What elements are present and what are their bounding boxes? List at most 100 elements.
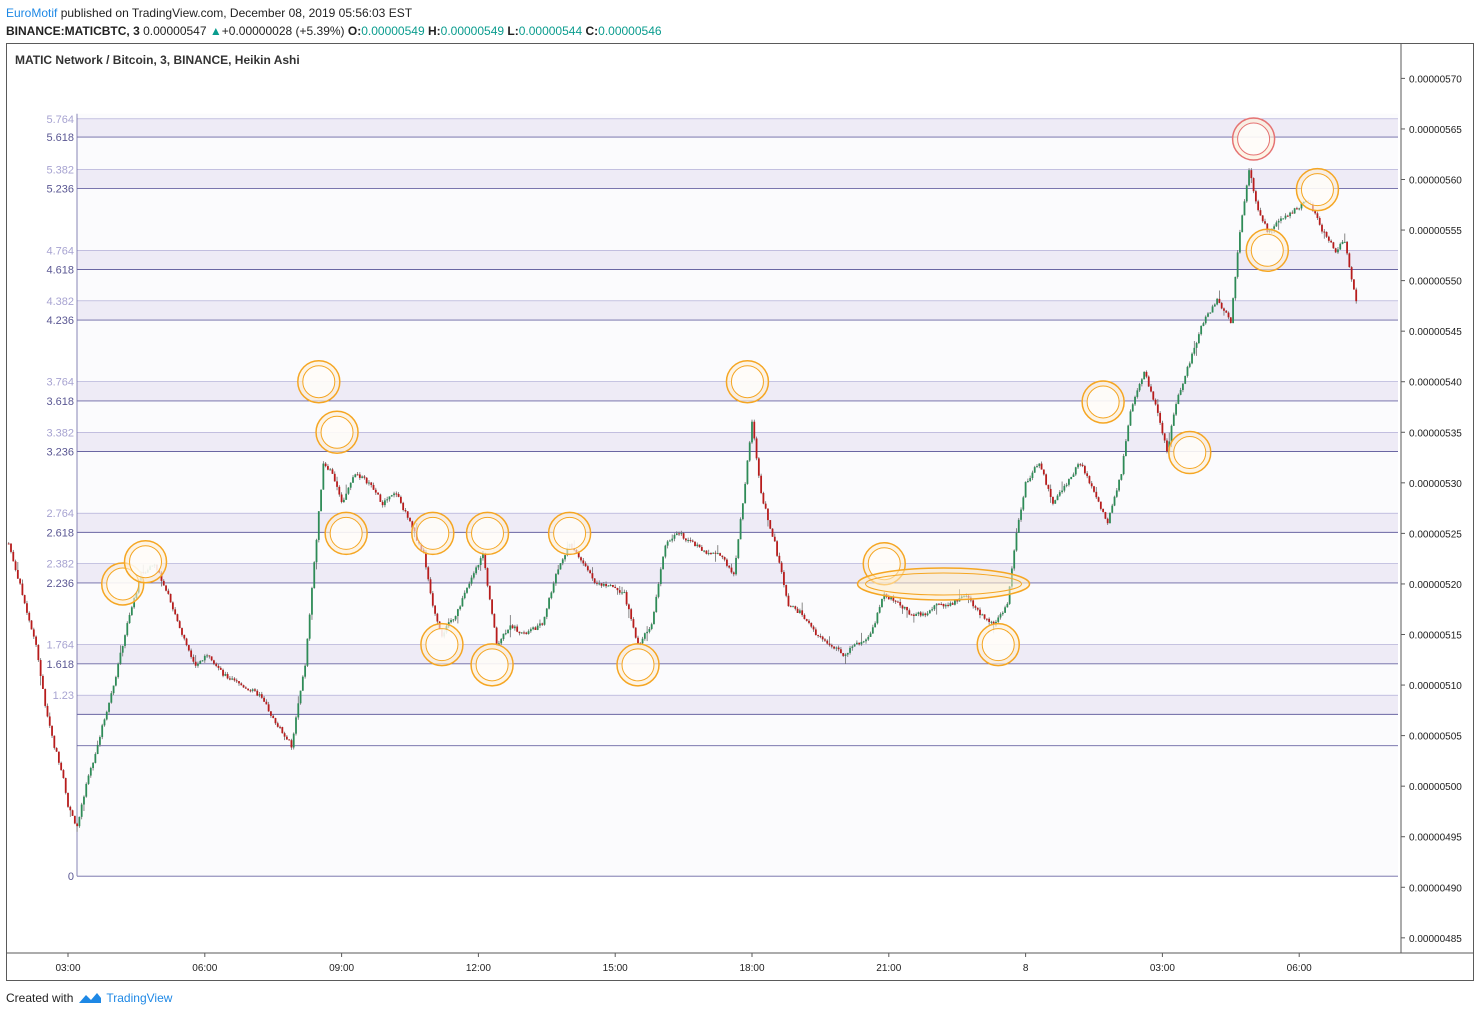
candle-body: [1234, 276, 1237, 299]
candle-body: [1115, 490, 1118, 497]
candle-body: [242, 685, 245, 688]
candle-body: [477, 564, 480, 568]
candle-body: [780, 562, 783, 573]
candle-body: [69, 806, 72, 811]
candle-body: [1013, 550, 1016, 569]
candle-body: [828, 643, 831, 646]
candle-body: [883, 593, 886, 599]
candle-body: [794, 606, 797, 609]
candle-body: [466, 587, 468, 593]
price-change: +0.00000028 (+5.39%): [221, 24, 345, 38]
candle-body: [224, 674, 227, 676]
price-chart[interactable]: 5.764 5.618 5.382 5.236 4.764 4.618 4.382 4.236…: [6, 43, 1474, 981]
candle-body: [555, 574, 557, 584]
candle-body: [1170, 425, 1173, 442]
candle-body: [101, 725, 104, 738]
candle-body: [789, 606, 792, 608]
candle-body: [529, 629, 532, 632]
chart-frame: [6, 43, 1474, 981]
candle-body: [1343, 241, 1346, 243]
candle-body: [634, 627, 637, 638]
candle-body: [525, 632, 528, 634]
candle-body: [1033, 467, 1036, 473]
candle-body: [299, 690, 302, 704]
candle-body: [283, 733, 286, 737]
candle-body: [215, 663, 218, 666]
candle-body: [707, 553, 710, 555]
candle-body: [1058, 492, 1061, 496]
candle-body: [484, 553, 487, 569]
candle-body: [493, 613, 496, 628]
tradingview-brand[interactable]: TradingView: [106, 991, 173, 1005]
candle-body: [317, 511, 320, 540]
candle-body: [1070, 476, 1073, 480]
candle-body: [327, 466, 329, 470]
candle-body: [1293, 208, 1296, 214]
candle-body: [365, 477, 368, 484]
candle-body: [545, 608, 548, 617]
candle-body: [452, 619, 455, 621]
candle-body: [798, 610, 801, 613]
candle-body: [726, 559, 728, 566]
candle-body: [1047, 484, 1050, 489]
price-tick-label: 0.00000550: [1409, 277, 1462, 288]
candle-body: [311, 588, 313, 615]
candle-body: [46, 705, 49, 717]
candle-body: [1088, 476, 1091, 484]
candle-body: [878, 607, 881, 613]
candle-body: [1020, 509, 1022, 520]
annotation-circle-inner: [302, 365, 336, 399]
candle-body: [1172, 414, 1175, 426]
price-tick-label: 0.00000510: [1409, 681, 1462, 692]
candle-body: [694, 541, 696, 547]
candles: [7, 168, 1358, 832]
candle-body: [942, 603, 945, 607]
candle-body: [833, 646, 835, 649]
candle-body: [951, 603, 954, 605]
candle-body: [678, 533, 680, 535]
candle-body: [274, 718, 277, 724]
candle-body: [641, 638, 644, 644]
candle-body: [598, 583, 601, 585]
candle-body: [630, 609, 633, 620]
candle-body: [516, 626, 519, 632]
candle-body: [1029, 478, 1032, 482]
fib-level-label: 5.382: [46, 164, 74, 176]
fib-band: [77, 300, 1398, 321]
candle-body: [1186, 366, 1189, 376]
candle-body: [1209, 312, 1212, 314]
time-tick-label: 21:00: [876, 963, 901, 974]
candle-body: [14, 561, 17, 570]
candle-body: [475, 567, 478, 574]
annotation-circle-inner: [553, 516, 587, 550]
candle-body: [1093, 486, 1095, 492]
candle-body: [356, 474, 359, 476]
candle-body: [1232, 298, 1234, 324]
candle-body: [721, 555, 724, 558]
fib-band: [77, 513, 1398, 533]
author-link[interactable]: EuroMotif: [6, 6, 58, 20]
candle-body: [1163, 433, 1166, 441]
candle-body: [511, 625, 514, 629]
candle-body: [894, 600, 897, 602]
candle-body: [338, 486, 341, 495]
candle-body: [919, 612, 922, 616]
candle-body: [190, 650, 193, 657]
candle-body: [550, 592, 553, 599]
candle-body: [1289, 212, 1291, 217]
candle-body: [983, 614, 986, 619]
candle-body: [956, 600, 959, 602]
candle-body: [1104, 512, 1107, 519]
candle-body: [347, 487, 350, 494]
candle-body: [19, 578, 22, 584]
candle-body: [1031, 472, 1034, 479]
candle-body: [21, 583, 24, 596]
candle-body: [520, 632, 523, 634]
candle-body: [1026, 481, 1029, 483]
candle-body: [108, 702, 110, 712]
candle-body: [57, 751, 60, 763]
candle-body: [456, 609, 459, 617]
candle-body: [354, 474, 357, 478]
candle-body: [728, 565, 731, 568]
candle-body: [931, 609, 934, 611]
